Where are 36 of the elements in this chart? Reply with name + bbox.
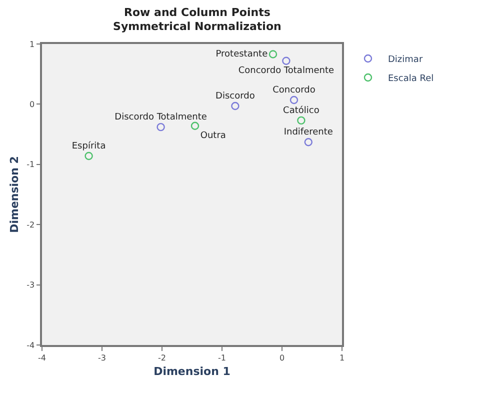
point [190,122,200,130]
y-tick-label: 1 [30,40,35,49]
x-axis-title: Dimension 1 [154,365,230,378]
y-tick-label: -1 [26,160,35,170]
data-label: Discordo [216,91,256,102]
chart-subtitle: Symmetrical Normalization [113,20,282,34]
data-label: Outra [200,130,226,141]
point [84,152,93,160]
data-label: Concordo Totalmente [238,66,334,76]
x-tick-label: -4 [38,353,46,362]
point [268,50,278,58]
legend-label: Escala Rel [388,74,434,84]
data-label: Espírita [72,140,106,152]
data-label: Discordo Totalmente [114,112,208,122]
point [282,56,290,65]
x-tick-label: -3 [98,353,106,362]
x-tick-label: -1 [218,353,226,362]
data-label: Protestante [216,49,268,60]
chart-title: Row and Column Points [124,6,271,19]
legend-label: Dizimar [388,55,423,66]
point [290,96,298,104]
y-tick-label: 0 [30,100,35,109]
data-label: Concordo [272,85,316,96]
y-axis-title: Dimension 2 [8,156,21,233]
point [304,138,312,146]
point [297,116,306,125]
x-tick-label: -2 [158,353,166,362]
x-tick-label: 0 [279,353,285,362]
y-tick-label: -3 [26,280,35,290]
data-label: Católico [283,104,320,116]
y-tick-label: -4 [26,340,35,350]
y-tick-label: -2 [26,220,35,230]
point [156,122,165,132]
point [231,102,240,110]
x-tick-label: 1 [339,353,345,362]
data-label: Indiferente [284,128,334,138]
